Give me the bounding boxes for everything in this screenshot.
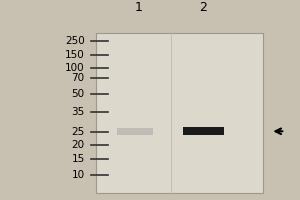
Text: 250: 250 (65, 36, 85, 46)
Text: 15: 15 (71, 154, 85, 164)
Text: 10: 10 (71, 170, 85, 180)
Text: 70: 70 (71, 73, 85, 83)
Text: 100: 100 (65, 63, 85, 73)
FancyBboxPatch shape (117, 128, 153, 135)
Text: 2: 2 (200, 1, 207, 14)
Text: 35: 35 (71, 107, 85, 117)
FancyBboxPatch shape (97, 33, 263, 193)
Text: 50: 50 (71, 89, 85, 99)
Text: 150: 150 (65, 50, 85, 60)
Text: 20: 20 (71, 140, 85, 150)
FancyBboxPatch shape (183, 127, 224, 135)
Text: 25: 25 (71, 127, 85, 137)
Text: 1: 1 (134, 1, 142, 14)
